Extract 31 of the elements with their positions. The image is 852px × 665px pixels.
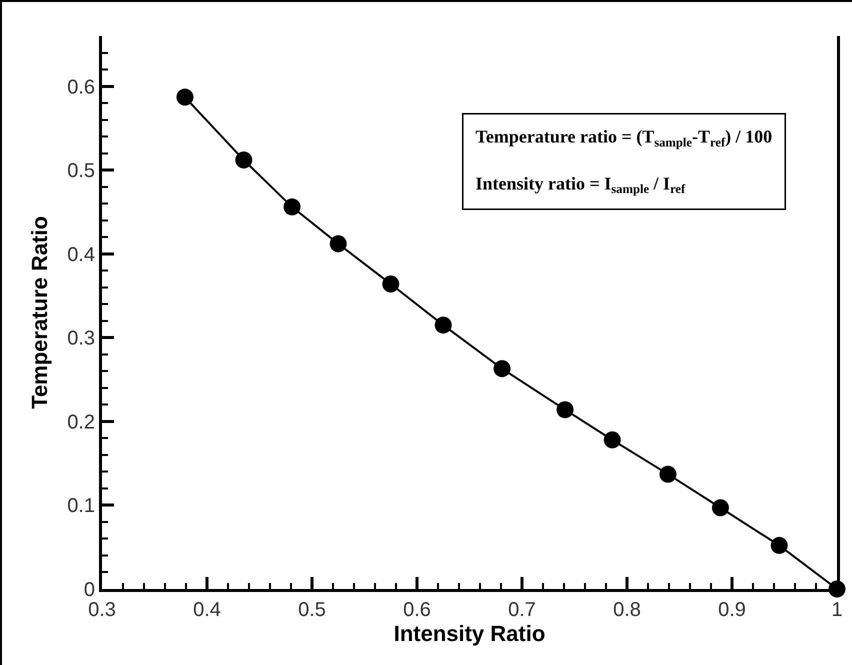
x-tick-label: 0.4 <box>193 599 221 621</box>
point <box>659 466 676 483</box>
annotation: Temperature ratio = (T$_{sample}$-T$_{ref}$) / 100 <box>476 126 772 150</box>
y-tick-label: 0.4 <box>67 244 95 266</box>
point <box>284 198 301 216</box>
y-tick-label: 0.2 <box>67 411 95 434</box>
y-tick-label: 0.3 <box>67 328 95 350</box>
x-tick-label: 0.9 <box>718 599 746 621</box>
point <box>604 431 621 448</box>
point <box>176 88 194 106</box>
y-axis-title: Temperature Ratio <box>26 216 52 409</box>
x-tick-label: 1 <box>831 599 843 621</box>
x-tick-label: 0.5 <box>298 599 326 621</box>
x-tick-label: 0.6 <box>403 599 431 621</box>
y-tick-label: 0.1 <box>67 495 95 518</box>
y-tick-label: 0.6 <box>67 76 95 98</box>
x-axis-title: Intensity Ratio <box>394 621 546 646</box>
point <box>712 499 729 516</box>
point <box>235 152 252 168</box>
point <box>494 360 511 378</box>
x-tick-label: 0.8 <box>613 599 641 621</box>
point <box>770 536 788 554</box>
x-tick-label: 0.7 <box>508 599 536 621</box>
point <box>556 401 574 418</box>
x-tick-label: 0.3 <box>88 599 116 621</box>
annotation: Intensity ratio = I$_{sample}$ / I$_{ref}$ <box>476 173 686 196</box>
y-tick-label: 0 <box>84 579 95 601</box>
point <box>382 276 400 292</box>
point <box>330 235 347 252</box>
y-tick-label: 0.5 <box>67 160 95 182</box>
point <box>434 316 452 334</box>
